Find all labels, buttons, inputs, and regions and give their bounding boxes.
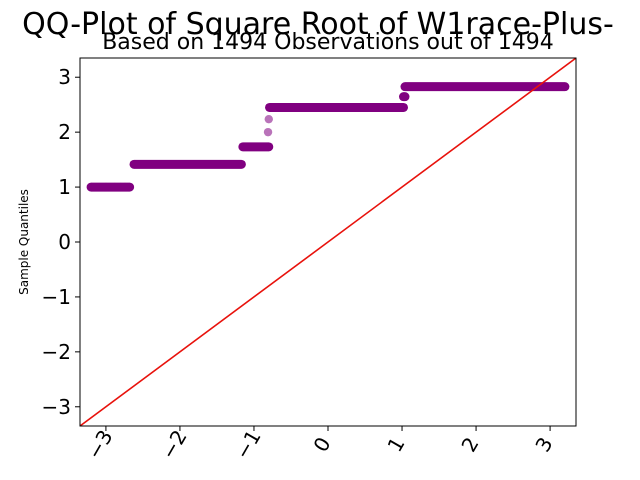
x-tick-label: −3 — [82, 426, 118, 464]
qq-point — [560, 82, 570, 91]
x-tick-label: 2 — [456, 433, 483, 456]
chart-title: QQ-Plot of Square Root of W1race-Plus- — [22, 7, 614, 42]
plot-area: −3 −2 −1 0 1 2 3 −3 −2 −1 0 1 2 3 — [42, 57, 577, 464]
y-tick-label: 1 — [58, 175, 71, 199]
x-tick-label: 1 — [382, 433, 409, 456]
y-tick-label: −3 — [42, 395, 71, 419]
qq-point — [86, 182, 96, 192]
x-tick-label: 3 — [530, 433, 557, 456]
qq-point — [135, 160, 145, 169]
qq-point — [400, 92, 410, 101]
chart-subtitle: Based on 1494 Observations out of 1494 — [102, 30, 554, 55]
x-tick-label: 0 — [308, 433, 335, 456]
data-layer — [80, 58, 576, 426]
y-tick-label: −1 — [42, 285, 71, 309]
y-tick-label: 0 — [58, 230, 71, 254]
reference-line — [80, 58, 576, 426]
qq-point — [264, 114, 273, 124]
qq-point — [538, 82, 547, 91]
y-tick-label: −2 — [42, 340, 71, 364]
y-axis-label: Sample Quantiles — [17, 189, 31, 295]
qq-point — [101, 182, 111, 192]
x-tick-label: −2 — [156, 426, 192, 464]
qq-point — [263, 127, 273, 137]
qq-point — [125, 182, 134, 192]
qq-point — [545, 82, 555, 91]
y-tick-label: 3 — [58, 65, 71, 89]
qq-point — [110, 182, 119, 192]
y-tick-label: 2 — [58, 120, 71, 144]
x-tick-label: −1 — [230, 426, 266, 464]
